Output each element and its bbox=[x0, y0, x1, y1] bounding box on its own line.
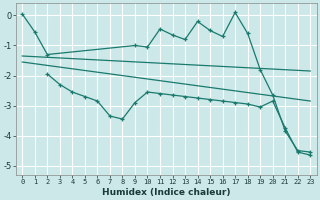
X-axis label: Humidex (Indice chaleur): Humidex (Indice chaleur) bbox=[102, 188, 230, 197]
